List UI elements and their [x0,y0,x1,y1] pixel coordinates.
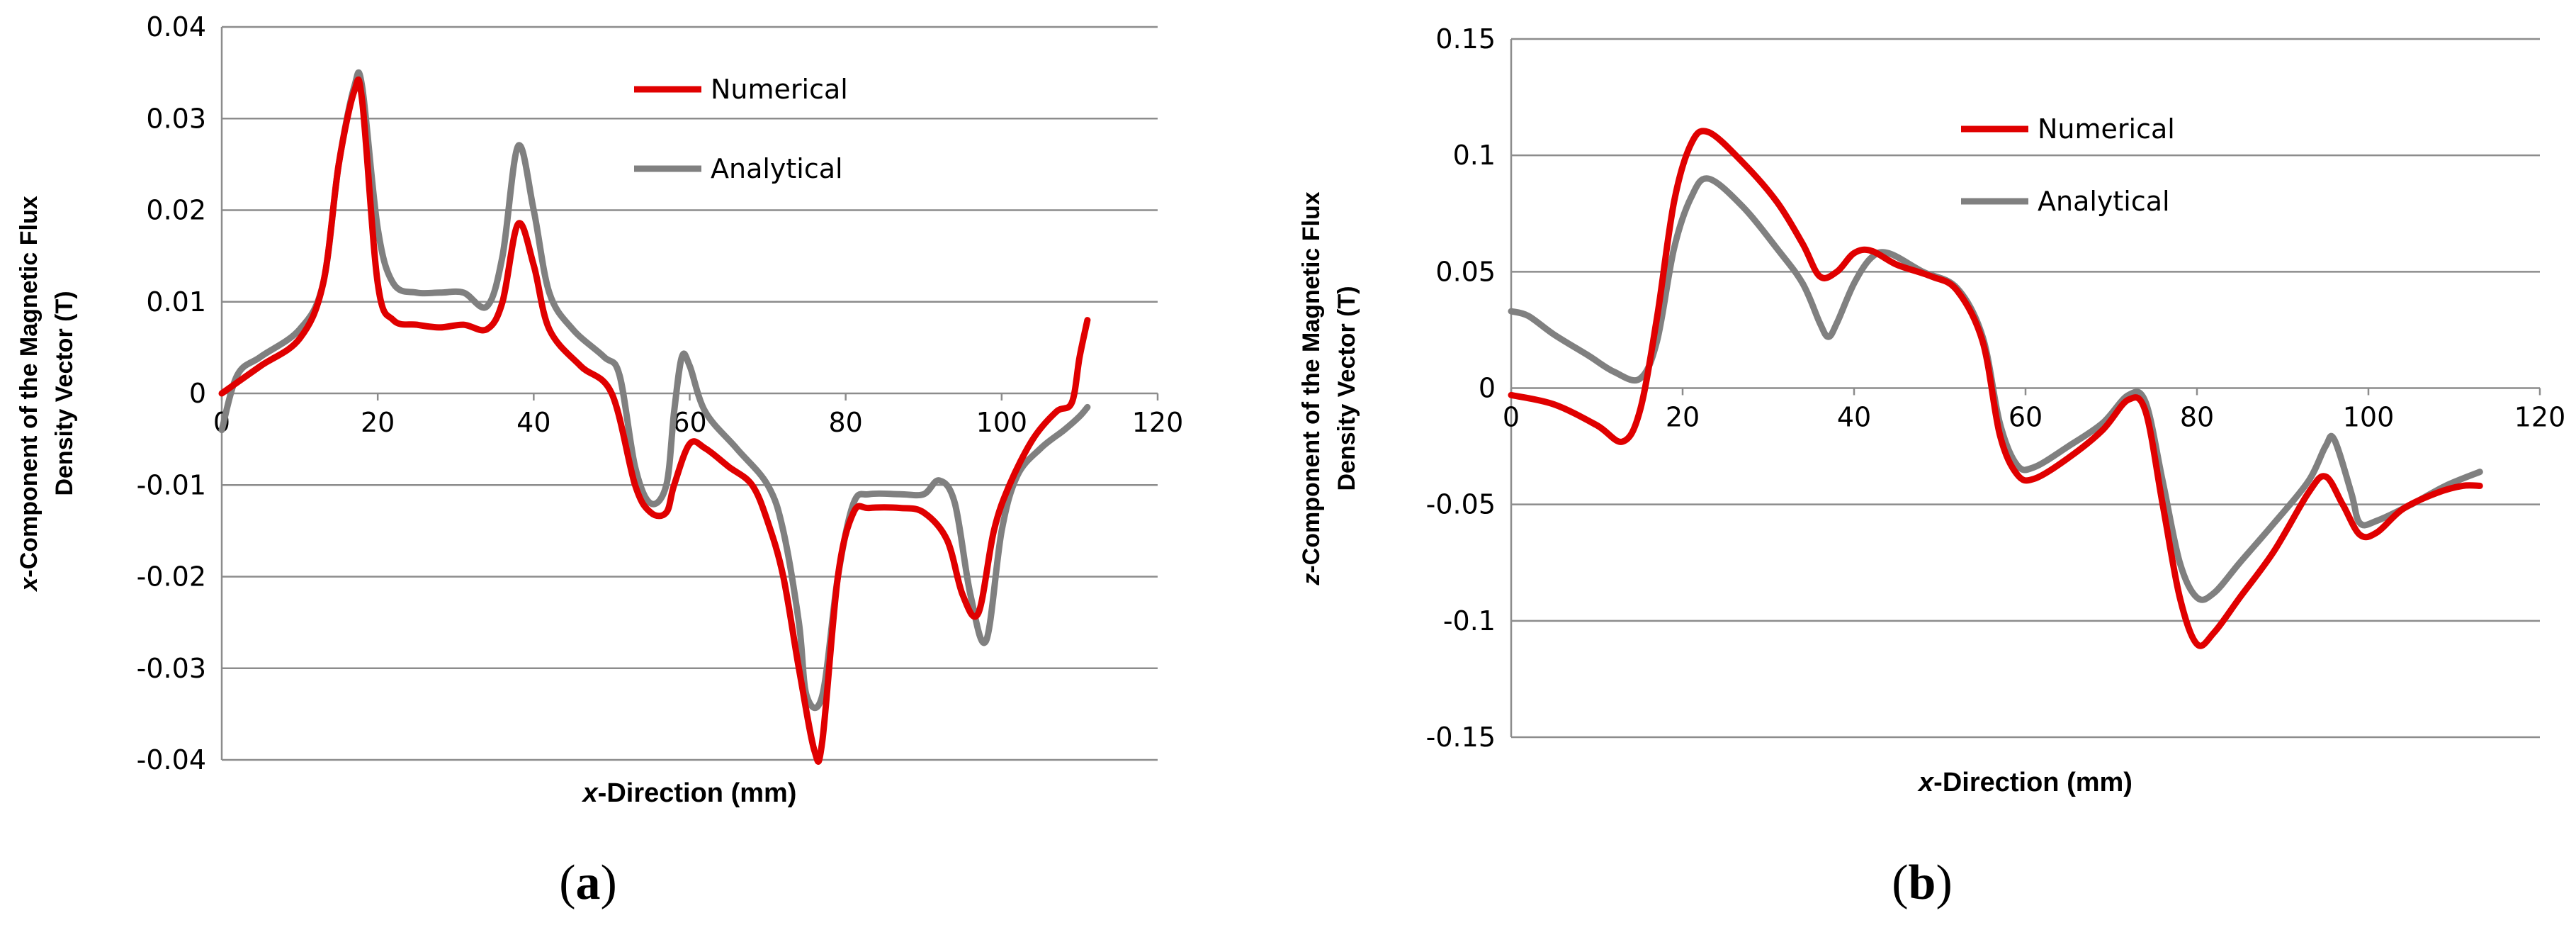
y-tick-label: 0.03 [146,103,206,134]
y-tick-label: -0.05 [1426,489,1496,520]
y-tick-label: 0.15 [1435,23,1496,55]
y-tick-label: 0.01 [146,286,206,318]
x-tick-label: 0 [1503,402,1520,433]
x-tick-label: 20 [361,407,395,438]
x-tick-label: 120 [2514,402,2566,433]
legend-label: Numerical [2038,113,2175,145]
y-axis-label: z-Component of the Magnetic Flux Density … [1298,191,1360,586]
y-axis-label-line: Density Vector (T) [1333,286,1360,491]
y-axis-label-line: Density Vector (T) [51,291,78,495]
panel-label: (a) [559,856,617,910]
x-tick-label: 100 [976,407,1028,438]
panel-label: (b) [1892,856,1953,910]
y-tick-label: 0 [1479,373,1496,404]
x-tick-label: 40 [516,407,550,438]
x-axis-label-variable: x [1917,768,1935,797]
y-tick-label: -0.01 [137,469,206,500]
y-tick-label: -0.04 [137,744,206,775]
x-tick-label: 80 [2180,402,2214,433]
x-tick-label: 120 [1132,407,1184,438]
panel-letter: a [576,856,601,910]
y-axis-label-line: x-Component of the Magnetic Flux [16,196,43,592]
y-axis-label: x-Component of the Magnetic Flux Density … [16,196,78,592]
series-line-analytical [1508,175,2483,603]
x-tick-label: 80 [828,407,862,438]
y-tick-label: 0.1 [1453,140,1496,171]
legend-label: Analytical [2038,186,2170,217]
y-axis-label-variable: z [1298,573,1325,586]
chart-panel-a: 0.040.030.020.010-0.01-0.02-0.03-0.040 20… [16,11,1183,910]
legend-label: Numerical [711,74,848,105]
series-line-numerical [1508,128,2483,649]
y-tick-label: 0 [189,378,206,409]
panel-letter: b [1909,856,1936,910]
x-tick-label: 60 [672,407,706,438]
y-tick-label: -0.15 [1426,722,1496,753]
x-tick-label: 20 [1666,402,1700,433]
y-axis-label-variable: x [16,576,43,593]
chart-panel-b: 0.15 0.1 0.05 0 -0.05 -0.1 -0.15 0 20 40 60 80 100 12… [1298,23,2565,910]
x-tick-label: 40 [1837,402,1871,433]
y-tick-label: 0.04 [146,11,206,43]
x-tick-label: 100 [2343,402,2395,433]
y-axis-label-line: z-Component of the Magnetic Flux [1298,191,1325,586]
x-axis-label: x-Direction (mm) [582,778,797,808]
y-tick-label: -0.1 [1443,605,1496,637]
series-line-numerical [218,76,1091,765]
y-tick-label: -0.02 [137,561,206,593]
x-tick-label: 60 [2009,402,2043,433]
y-tick-label: 0.05 [1435,256,1496,287]
legend-label: Analytical [711,153,843,184]
y-tick-label: -0.03 [137,653,206,684]
x-axis-label-variable: x [582,778,599,808]
y-tick-label: 0.02 [146,195,206,226]
x-axis-label: x-Direction (mm) [1917,768,2132,797]
